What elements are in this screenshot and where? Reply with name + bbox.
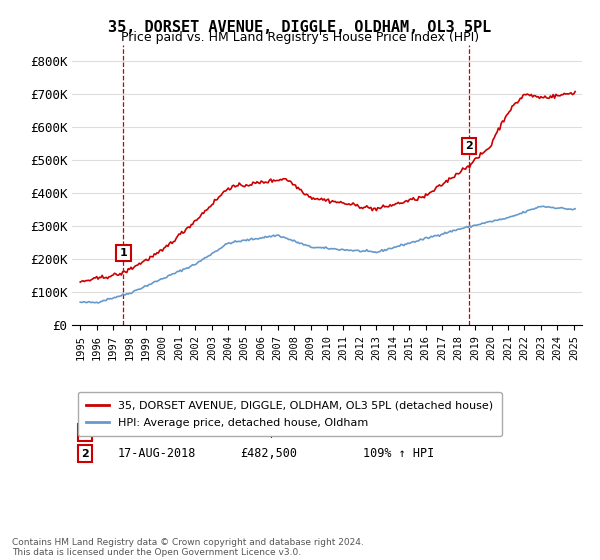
Text: 2: 2 [81,449,89,459]
Text: 35, DORSET AVENUE, DIGGLE, OLDHAM, OL3 5PL: 35, DORSET AVENUE, DIGGLE, OLDHAM, OL3 5… [109,20,491,35]
Text: 1: 1 [81,428,89,437]
Text: 109% ↑ HPI: 109% ↑ HPI [362,447,434,460]
Text: 2: 2 [465,141,473,151]
Legend: 35, DORSET AVENUE, DIGGLE, OLDHAM, OL3 5PL (detached house), HPI: Average price,: 35, DORSET AVENUE, DIGGLE, OLDHAM, OL3 5… [77,392,502,436]
Text: 08-AUG-1997: 08-AUG-1997 [118,426,196,439]
Text: Contains HM Land Registry data © Crown copyright and database right 2024.
This d: Contains HM Land Registry data © Crown c… [12,538,364,557]
Text: 113% ↑ HPI: 113% ↑ HPI [362,426,434,439]
Text: 17-AUG-2018: 17-AUG-2018 [118,447,196,460]
Text: Price paid vs. HM Land Registry's House Price Index (HPI): Price paid vs. HM Land Registry's House … [121,31,479,44]
Text: 1: 1 [119,248,127,258]
Text: £158,000: £158,000 [240,426,298,439]
Text: £482,500: £482,500 [240,447,298,460]
